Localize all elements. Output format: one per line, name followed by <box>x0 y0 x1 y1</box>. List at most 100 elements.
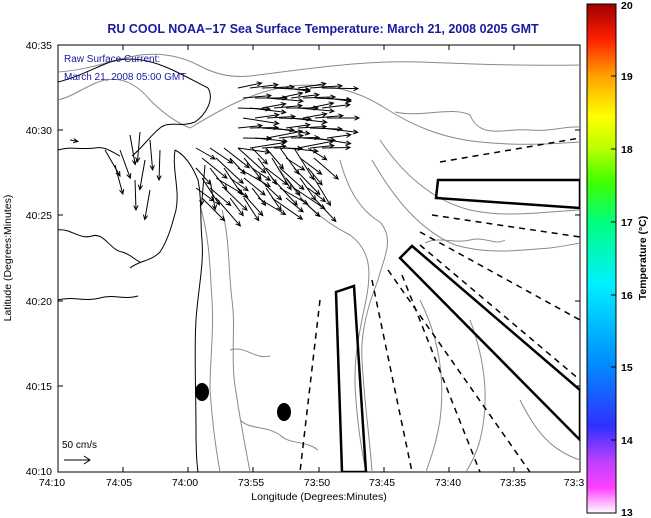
current-vector <box>201 197 226 222</box>
current-vector <box>321 85 360 92</box>
y-tick-label: 40:25 <box>26 210 52 222</box>
current-vector <box>285 87 311 94</box>
current-vector <box>273 127 311 136</box>
map-frame <box>57 44 581 473</box>
colorbar-tick-label: 14 <box>621 435 633 447</box>
current-vector <box>215 197 242 227</box>
current-vector <box>237 147 267 174</box>
current-vector <box>265 167 289 186</box>
current-vector <box>313 157 340 180</box>
sampling-tracks <box>299 137 580 472</box>
buoy-marker-1 <box>195 383 209 401</box>
current-vector <box>297 139 335 149</box>
current-vector <box>237 123 264 129</box>
current-vector <box>243 197 260 222</box>
surface-current-vectors <box>69 81 361 227</box>
current-vector <box>243 177 266 196</box>
x-tick-label: 74:10 <box>39 477 65 489</box>
current-legend-line1: Raw Surface Current: <box>64 54 160 65</box>
current-vector <box>321 102 351 109</box>
current-vector <box>271 197 304 220</box>
y-tick-label: 40:35 <box>26 40 52 52</box>
current-vector <box>223 187 248 211</box>
colorbar-tick-label: 20 <box>621 0 633 12</box>
current-vector <box>149 139 155 172</box>
y-tick-label: 40:15 <box>26 381 52 393</box>
current-vector <box>137 159 146 191</box>
current-vector <box>290 92 320 99</box>
current-vector <box>313 177 332 207</box>
current-vector <box>279 167 305 191</box>
current-vector <box>309 83 344 89</box>
current-vector <box>266 97 305 104</box>
current-vector <box>69 138 80 144</box>
current-vector <box>321 127 359 135</box>
colorbar-label: Temperature (°C) <box>637 216 649 301</box>
colorbar-tick-label: 18 <box>621 144 633 156</box>
current-vector <box>265 147 285 170</box>
current-vector <box>249 107 287 115</box>
current-vector <box>229 177 249 192</box>
current-vector <box>133 179 139 212</box>
current-vector <box>249 140 287 149</box>
y-tick-label: 40:20 <box>26 296 52 308</box>
current-vector <box>257 197 287 216</box>
y-axis-ticks <box>58 129 580 387</box>
current-vector <box>293 147 315 181</box>
current-vector <box>307 187 327 203</box>
current-vector <box>307 167 323 186</box>
current-vector <box>209 179 218 211</box>
current-vector <box>254 112 280 119</box>
current-vector <box>257 177 283 201</box>
current-vector <box>314 113 345 119</box>
current-vector <box>327 115 361 121</box>
current-vector <box>266 129 304 139</box>
sampling-boxes <box>334 178 580 472</box>
current-vector <box>135 131 141 164</box>
current-vector <box>299 157 323 175</box>
current-vector <box>209 167 228 191</box>
current-vector <box>261 102 287 109</box>
x-tick-label: 74:00 <box>172 477 198 489</box>
current-vector <box>302 112 328 119</box>
current-vector <box>307 147 328 161</box>
current-vector <box>293 167 321 196</box>
y-tick-labels: 40:35 40:30 40:25 40:20 40:15 40:10 <box>26 40 52 478</box>
y-axis-label: Latitude (Degrees:Minutes) <box>2 195 14 322</box>
current-vector <box>199 164 206 206</box>
current-vector <box>195 147 217 160</box>
current-vector <box>229 197 244 217</box>
current-vector <box>237 81 263 89</box>
buoy-marker-2 <box>277 403 291 421</box>
current-vector <box>242 117 280 126</box>
current-vector <box>215 177 249 198</box>
current-vector <box>209 147 234 164</box>
x-tick-label: 73:55 <box>238 477 264 489</box>
x-tick-label: 73:50 <box>304 477 330 489</box>
current-vector <box>309 143 336 149</box>
current-legend-line2: March 21, 2008 05:00 GMT <box>64 72 186 83</box>
current-vector <box>223 147 251 169</box>
x-tick-label: 73:45 <box>369 477 395 489</box>
current-vector <box>119 149 132 180</box>
current-vector <box>129 134 138 166</box>
current-vector <box>290 117 328 125</box>
colorbar-tick-label: 16 <box>621 290 633 302</box>
x-tick-labels: 74:10 74:05 74:00 73:55 73:50 73:45 73:4… <box>39 477 585 489</box>
current-vector <box>249 82 279 89</box>
y-tick-label: 40:10 <box>26 466 52 478</box>
scale-arrowhead <box>83 455 91 465</box>
current-vector <box>104 149 121 178</box>
current-vector <box>271 157 292 191</box>
current-vector <box>321 144 352 151</box>
current-vector <box>237 187 264 217</box>
current-vector <box>297 81 327 89</box>
current-vector <box>278 133 305 139</box>
coastline <box>58 58 211 472</box>
current-vector <box>251 167 272 181</box>
current-vector <box>299 197 321 218</box>
current-vector <box>215 157 244 184</box>
current-vector <box>326 97 352 104</box>
colorbar-tick-label: 15 <box>621 362 633 374</box>
current-vector <box>285 122 311 129</box>
